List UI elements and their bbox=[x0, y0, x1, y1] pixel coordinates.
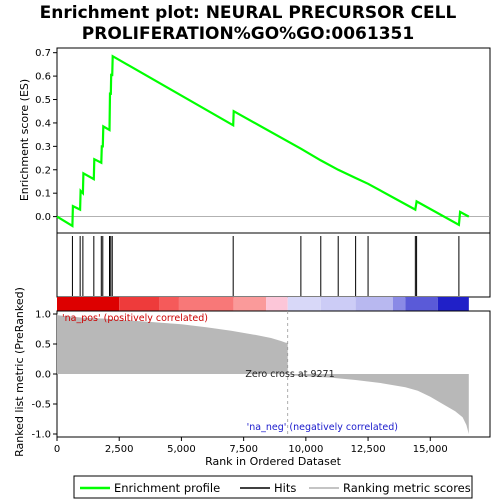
ranking-color-bar bbox=[57, 297, 469, 311]
color-bar-segment bbox=[392, 297, 406, 311]
es-y-tick-label: 0.6 bbox=[35, 72, 51, 83]
rank-y-axis-label: Ranked list metric (PreRanked) bbox=[13, 287, 26, 457]
rank-y-tick-label: -0.5 bbox=[31, 400, 51, 411]
es-y-tick-label: 0.1 bbox=[35, 189, 51, 200]
rank-x-tick-label: 15,000 bbox=[413, 444, 448, 455]
legend-label-ranking-metric: Ranking metric scores bbox=[343, 481, 471, 495]
rank-x-tick-label: 2,500 bbox=[105, 444, 134, 455]
rank-x-tick-label: 0 bbox=[54, 444, 60, 455]
zero-cross-label: Zero cross at 9271 bbox=[245, 369, 334, 380]
rank-y-tick-label: 0.5 bbox=[35, 340, 51, 351]
hits-panel bbox=[56, 232, 491, 311]
rank-x-tick-label: 5,000 bbox=[167, 444, 196, 455]
rank-y-axis: 1.0 0.5 0.0 -0.5 -1.0 bbox=[31, 310, 57, 441]
color-bar-segment bbox=[233, 297, 267, 311]
color-bar-segment bbox=[320, 297, 356, 311]
es-y-tick-label: 0.0 bbox=[35, 212, 51, 223]
color-bar-segment bbox=[159, 297, 179, 311]
color-bar-segment bbox=[287, 297, 321, 311]
pos-correlated-label: 'na_pos' (positively correlated) bbox=[62, 313, 208, 324]
rank-x-axis: 0 2,500 5,000 7,500 10,000 12,500 15,000 bbox=[54, 437, 448, 455]
rank-x-tick-label: 12,500 bbox=[351, 444, 386, 455]
legend-label-enrichment-profile: Enrichment profile bbox=[114, 481, 220, 495]
legend-label-hits: Hits bbox=[274, 481, 296, 495]
legend-frame bbox=[73, 475, 473, 499]
rank-x-tick-label: 10,000 bbox=[288, 444, 323, 455]
color-bar-segment bbox=[119, 297, 160, 311]
enrichment-profile-line bbox=[56, 54, 470, 228]
hits-panel-frame bbox=[56, 232, 491, 298]
color-bar-segment bbox=[405, 297, 438, 311]
color-bar-segment bbox=[178, 297, 234, 311]
rank-y-tick-label: 0.0 bbox=[35, 370, 51, 381]
es-y-tick-label: 0.3 bbox=[35, 142, 51, 153]
es-y-tick-label: 0.7 bbox=[35, 48, 51, 59]
es-y-tick-label: 0.5 bbox=[35, 95, 51, 106]
hit-marks bbox=[71, 236, 460, 296]
color-bar-segment bbox=[355, 297, 393, 311]
chart-title-line-1: Enrichment plot: NEURAL PRECURSOR CELL bbox=[40, 3, 457, 23]
es-y-tick-label: 0.4 bbox=[35, 118, 51, 129]
chart-title-line-2: PROLIFERATION%GO%GO:0061351 bbox=[82, 24, 414, 44]
es-y-tick-label: 0.2 bbox=[35, 165, 51, 176]
color-bar-segment bbox=[266, 297, 288, 311]
rank-x-tick-label: 7,500 bbox=[229, 444, 258, 455]
color-bar-segment bbox=[437, 297, 469, 311]
color-bar-segment bbox=[57, 297, 120, 311]
rank-panel: 1.0 0.5 0.0 -0.5 -1.0 0 2,500 5,000 7,500 10,000… bbox=[13, 287, 491, 468]
legend: Enrichment profile Hits Ranking metric s… bbox=[73, 475, 473, 499]
rank-y-tick-label: 1.0 bbox=[35, 310, 51, 321]
es-y-axis-label: Enrichment score (ES) bbox=[18, 79, 31, 201]
es-panel: 0.0 0.1 0.2 0.3 0.4 0.5 0.6 0.7 Enrichment scor… bbox=[18, 47, 491, 234]
rank-x-axis-label: Rank in Ordered Dataset bbox=[205, 455, 342, 468]
neg-correlated-label: 'na_neg' (negatively correlated) bbox=[247, 422, 398, 433]
es-y-axis: 0.0 0.1 0.2 0.3 0.4 0.5 0.6 0.7 bbox=[35, 48, 57, 223]
rank-y-tick-label: -1.0 bbox=[31, 430, 51, 441]
ranking-metric-area bbox=[57, 314, 469, 434]
